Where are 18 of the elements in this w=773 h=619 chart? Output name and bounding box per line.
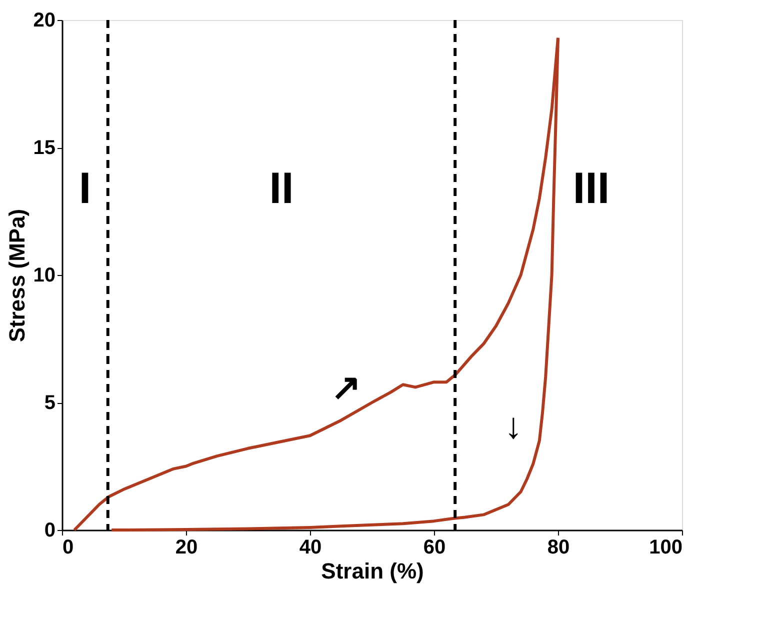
- y-tick-label: 20: [33, 10, 56, 32]
- x-tick-label: 0: [62, 536, 74, 558]
- x-tick-label: 60: [423, 536, 446, 558]
- annotation: I: [78, 164, 92, 213]
- annotation: ↓: [504, 404, 522, 446]
- annotation: III: [572, 164, 610, 213]
- x-tick-label: 40: [299, 536, 322, 558]
- y-tick-label: 15: [33, 137, 56, 159]
- y-tick-label: 10: [33, 264, 56, 286]
- y-axis-title: Stress (MPa): [4, 208, 30, 342]
- y-tick-label: 0: [44, 520, 56, 542]
- x-axis-title: Strain (%): [321, 558, 424, 584]
- x-tick-label: 100: [649, 536, 682, 558]
- x-tick-label: 80: [547, 536, 570, 558]
- y-tick-label: 5: [44, 392, 56, 414]
- annotation: ↗: [331, 366, 361, 408]
- annotation: II: [269, 164, 294, 213]
- x-tick-label: 20: [175, 536, 198, 558]
